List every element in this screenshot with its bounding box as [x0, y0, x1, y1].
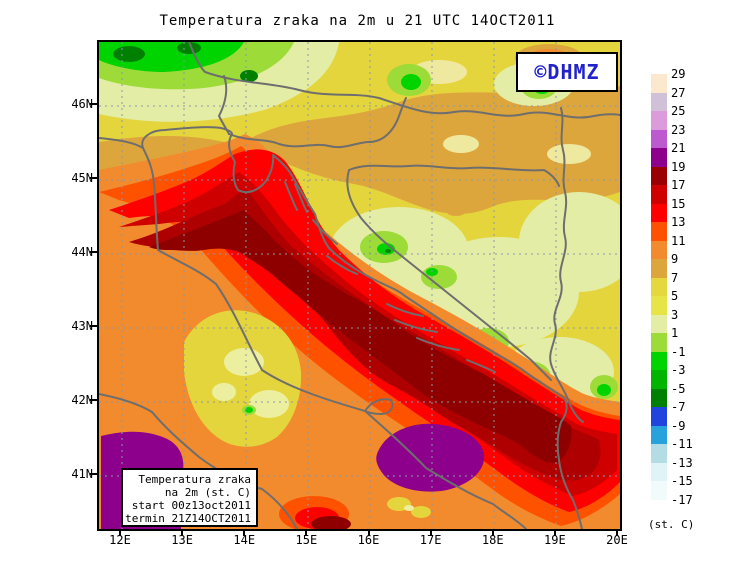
colorbar-cell	[651, 240, 667, 259]
colorbar-tick-label: 9	[671, 252, 679, 266]
lon-axis-tick	[243, 529, 246, 536]
map-canvas	[97, 40, 622, 531]
lon-axis-label: 14E	[233, 533, 256, 547]
colorbar-tick-label: -13	[671, 455, 693, 470]
colorbar-tick-label: 13	[671, 215, 686, 229]
lon-axis-tick	[367, 529, 370, 536]
lat-axis-label: 44N	[71, 245, 93, 259]
colorbar-tick-label: 17	[671, 178, 686, 192]
copyright-badge: ©DHMZ	[516, 52, 618, 92]
lat-axis-label: 46N	[71, 97, 93, 111]
colorbar-cell	[651, 407, 667, 426]
colorbar-tick-label: 25	[671, 104, 686, 118]
colorbar-tick-label: 1	[671, 326, 679, 340]
temperature-field	[99, 42, 620, 529]
colorbar-cell	[651, 388, 667, 407]
lon-axis-label: 13E	[171, 533, 193, 547]
colorbar-tick-label: 15	[671, 196, 686, 211]
lat-axis-tick	[90, 473, 97, 475]
colorbar-tick-label: 11	[671, 233, 686, 248]
colorbar-cell	[651, 74, 667, 93]
lon-axis-tick	[305, 529, 308, 536]
info-box-line: Temperatura zraka	[138, 473, 251, 486]
colorbar-tick-label: -15	[671, 474, 693, 488]
colorbar-tick-label: 21	[671, 141, 686, 155]
colorbar-cell	[651, 148, 667, 167]
colorbar-cell	[651, 129, 667, 148]
info-box-line: start 00z13oct2011	[131, 499, 251, 512]
colorbar-tick-label: -17	[671, 492, 693, 507]
lon-axis-tick	[181, 529, 184, 536]
lon-axis-label: 18E	[481, 533, 504, 547]
colorbar-tick-label: 3	[671, 307, 679, 322]
colorbar-tick-label: -1	[671, 344, 686, 359]
colorbar-cell	[651, 462, 667, 481]
colorbar-cell	[651, 259, 667, 278]
lat-axis-tick	[90, 103, 97, 105]
lat-axis-tick	[90, 251, 97, 253]
colorbar-tick-label: -11	[671, 437, 693, 451]
colorbar-tick-label: -3	[671, 363, 686, 377]
colorbar-tick-label: -9	[671, 418, 686, 433]
colorbar-cell	[651, 185, 667, 204]
colorbar-tick-label: 29	[671, 67, 686, 81]
colorbar-unit-label: (st. C)	[648, 518, 695, 531]
colorbar-tick-label: 27	[671, 85, 686, 100]
colorbar-cell	[651, 92, 667, 111]
lat-axis-tick	[90, 399, 97, 401]
colorbar	[651, 74, 667, 500]
colorbar-cell	[651, 222, 667, 241]
colorbar-cell	[651, 166, 667, 185]
lat-axis-label: 42N	[71, 393, 93, 407]
colorbar-cell	[651, 203, 667, 222]
colorbar-tick-label: 5	[671, 289, 679, 303]
lat-axis-tick	[90, 177, 97, 179]
colorbar-cell	[651, 370, 667, 389]
lon-axis-label: 19E	[544, 533, 566, 547]
lon-axis-label: 20E	[606, 533, 628, 547]
lon-axis-label: 12E	[109, 533, 131, 547]
page-title: Temperatura zraka na 2m u 21 UTC 14OCT20…	[159, 13, 556, 29]
lat-axis-label: 41N	[71, 467, 93, 481]
colorbar-cell	[651, 277, 667, 296]
lat-axis-label: 43N	[71, 319, 93, 333]
lon-axis-tick	[491, 529, 494, 536]
lat-axis-tick	[90, 325, 97, 327]
lon-axis-tick	[429, 529, 432, 536]
colorbar-cell	[651, 351, 667, 370]
colorbar-cell	[651, 444, 667, 463]
lon-axis-label: 15E	[295, 533, 318, 547]
lon-axis-tick	[553, 529, 556, 536]
colorbar-tick-label: -5	[671, 381, 686, 396]
map-info-box: Temperatura zraka na 2m (st. C) start 00z1…	[121, 468, 258, 527]
dhmz-logo-text: ©DHMZ	[534, 60, 600, 84]
lat-axis-label: 45N	[71, 171, 93, 185]
colorbar-cell	[651, 481, 667, 500]
colorbar-cell	[651, 296, 667, 315]
info-box-line: termin 21Z14OCT2011	[125, 512, 251, 525]
colorbar-tick-label: -7	[671, 400, 686, 414]
colorbar-tick-label: 7	[671, 270, 679, 285]
lon-axis-label: 16E	[357, 533, 380, 547]
lon-axis-label: 17E	[419, 533, 442, 547]
info-box-line: na 2m (st. C)	[164, 486, 251, 499]
colorbar-tick-label: 19	[671, 159, 686, 174]
lon-axis-tick	[119, 529, 121, 536]
colorbar-cell	[651, 333, 667, 352]
colorbar-cell	[651, 314, 667, 333]
colorbar-cell	[651, 111, 667, 130]
colorbar-tick-label: 23	[671, 122, 686, 137]
lon-axis-tick	[616, 529, 618, 536]
colorbar-cell	[651, 425, 667, 444]
